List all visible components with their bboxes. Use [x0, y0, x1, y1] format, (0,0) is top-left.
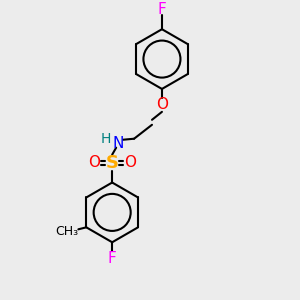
Text: S: S	[106, 154, 119, 172]
Text: O: O	[88, 155, 100, 170]
Text: CH₃: CH₃	[55, 225, 78, 238]
Text: N: N	[112, 136, 124, 151]
Text: F: F	[108, 251, 116, 266]
Text: H: H	[101, 132, 111, 146]
Text: F: F	[158, 2, 166, 17]
Text: O: O	[156, 98, 168, 112]
Text: O: O	[124, 155, 136, 170]
